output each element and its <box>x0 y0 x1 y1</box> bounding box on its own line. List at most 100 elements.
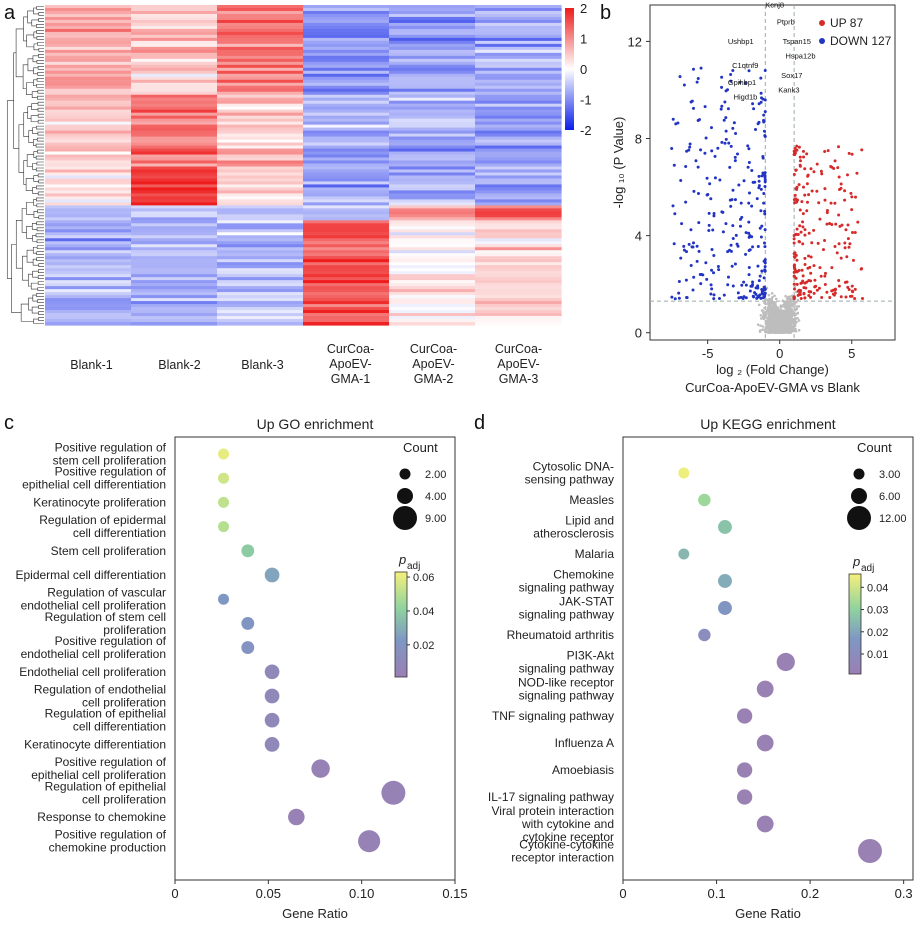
heatmap-cell <box>389 280 476 284</box>
volcano-point-down <box>729 144 733 148</box>
heatmap-cell <box>475 292 562 296</box>
volcano-point-down <box>738 217 742 221</box>
heatmap-cell <box>389 34 476 39</box>
heatmap-cell <box>217 88 304 93</box>
heatmap-cell <box>45 313 132 317</box>
heatmap-cell <box>217 322 304 326</box>
heatmap-cell <box>475 196 562 200</box>
volcano-point-down <box>707 228 711 232</box>
heatmap-cell <box>45 82 132 87</box>
size-legend-circle <box>851 488 867 504</box>
term-bubble <box>698 493 711 507</box>
volcano-point-up <box>835 251 839 255</box>
heatmap-cell <box>217 211 304 215</box>
dendrogram-branch <box>37 131 44 136</box>
heatmap-cell <box>217 202 304 206</box>
heatmap-cell <box>475 13 562 18</box>
volcano-point-up <box>793 193 797 197</box>
volcano-point-down <box>712 271 716 275</box>
volcano-point-down <box>703 105 707 109</box>
heatmap-cell <box>45 310 132 314</box>
heatmap-cell <box>389 115 476 120</box>
size-legend-circle <box>393 506 417 530</box>
heatmap-cell <box>45 241 132 245</box>
heatmap-cell <box>389 58 476 63</box>
volcano-point-down <box>682 244 686 248</box>
heatmap-cell <box>45 181 132 186</box>
heatmap-cell <box>303 319 390 323</box>
volcano-point-up <box>839 186 843 190</box>
heatmap-cell <box>475 127 562 132</box>
term-label: Response to chemokine <box>37 810 166 824</box>
volcano-point-up <box>856 220 860 224</box>
volcano-point-up <box>803 263 807 267</box>
volcano-point-down <box>763 185 767 189</box>
heatmap-cell <box>131 181 218 186</box>
heatmap-cell <box>475 265 562 269</box>
heatmap-cell <box>217 133 304 138</box>
volcano-point-ns <box>764 319 768 323</box>
heatmap-cell <box>45 208 132 212</box>
volcano-point-down <box>746 165 750 169</box>
heatmap-cell <box>389 235 476 239</box>
volcano-point-up <box>816 241 820 245</box>
term-label: Cytosolic DNA- <box>533 460 614 474</box>
volcano-point-up <box>795 282 799 286</box>
heatmap-cell <box>217 76 304 81</box>
kegg-bubble-panel: Up KEGG enrichment Cytosolic DNA-sensing … <box>488 416 914 921</box>
heatmap-cell <box>475 232 562 236</box>
heatmap-cell <box>45 61 132 66</box>
volcano-point-ns <box>775 319 779 322</box>
heatmap-cell <box>389 142 476 147</box>
dendrogram-branch <box>37 209 44 214</box>
heatmap-cell <box>303 151 390 156</box>
volcano-point-down <box>689 264 693 268</box>
term-label: Regulation of stem cell <box>45 610 166 624</box>
heatmap-cell <box>389 190 476 195</box>
heatmap-cell <box>131 238 218 242</box>
heatmap-cell <box>217 181 304 186</box>
term-label: IL-17 signaling pathway <box>488 790 614 804</box>
term-label: Measles <box>569 493 614 507</box>
volcano-point-up <box>794 232 798 236</box>
heatmap-cell <box>303 268 390 272</box>
heatmap-cell <box>217 97 304 102</box>
heatmap-cell <box>303 58 390 63</box>
volcano-point-ns <box>773 307 777 311</box>
term-label: NOD-like receptor <box>518 676 614 690</box>
heatmap-cell <box>217 244 304 248</box>
volcano-point-ns <box>760 271 764 275</box>
heatmap-cell <box>131 319 218 323</box>
gene-label: Kank3 <box>778 85 799 94</box>
volcano-point-ns <box>782 321 786 325</box>
heatmap-cell <box>217 94 304 99</box>
heatmap-cell <box>131 16 218 21</box>
heatmap-cell <box>131 52 218 57</box>
heatmap-cell <box>475 5 562 9</box>
heatmap-cell <box>303 187 390 192</box>
dendrogram-branch <box>36 77 44 82</box>
heatmap-cell <box>217 217 304 221</box>
chart-subtitle: CurCoa-ApoEV-GMA vs Blank <box>685 380 860 395</box>
size-legend-label: 9.00 <box>425 513 446 525</box>
heatmap-cell <box>389 226 476 230</box>
volcano-point-ns <box>761 328 764 331</box>
heatmap-cell <box>131 211 218 215</box>
heatmap-cell <box>217 31 304 36</box>
color-legend-title: p <box>398 552 406 567</box>
volcano-point-down <box>724 129 728 133</box>
volcano-point-down <box>759 296 763 300</box>
volcano-point-down <box>685 250 689 254</box>
heatmap-cell <box>45 49 132 54</box>
volcano-point-up <box>793 251 797 255</box>
heatmap-cell <box>45 274 132 278</box>
volcano-point-down <box>699 148 703 152</box>
heatmap-cell <box>217 205 304 209</box>
heatmap-cell <box>217 160 304 165</box>
heatmap-cell <box>303 262 390 266</box>
heatmap-cell <box>45 22 132 27</box>
volcano-point-down <box>757 102 761 106</box>
volcano-point-down <box>750 204 754 208</box>
heatmap-column-label-line: ApoEV- <box>329 357 372 371</box>
